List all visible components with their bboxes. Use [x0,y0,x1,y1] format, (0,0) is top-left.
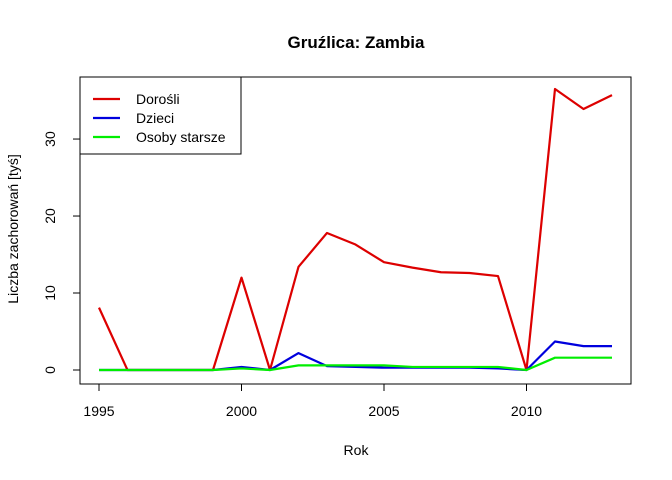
legend-label: Osoby starsze [136,129,226,145]
y-axis-label: Liczba zachorowań [tyś] [5,154,21,303]
legend-label: Dorośli [136,91,180,107]
legend: Dorośli Dzieci Osoby starsze [79,76,242,155]
legend-label: Dzieci [136,110,174,126]
y-tick-label: 20 [42,208,58,224]
x-axis-label: Rok [344,442,370,458]
y-tick-label: 0 [42,366,58,374]
legend-box [79,76,242,155]
y-tick-label: 30 [42,131,58,147]
series-layer [97,87,613,372]
axes: 1995 2000 2005 2010 0 10 20 30 [42,131,542,419]
chart-title: Gruźlica: Zambia [288,33,426,52]
series-line-3 [99,356,612,372]
y-tick-label: 10 [42,285,58,301]
x-tick-label: 2000 [226,403,257,419]
x-tick-label: 1995 [83,403,114,419]
x-tick-label: 2010 [511,403,542,419]
x-tick-label: 2005 [368,403,399,419]
